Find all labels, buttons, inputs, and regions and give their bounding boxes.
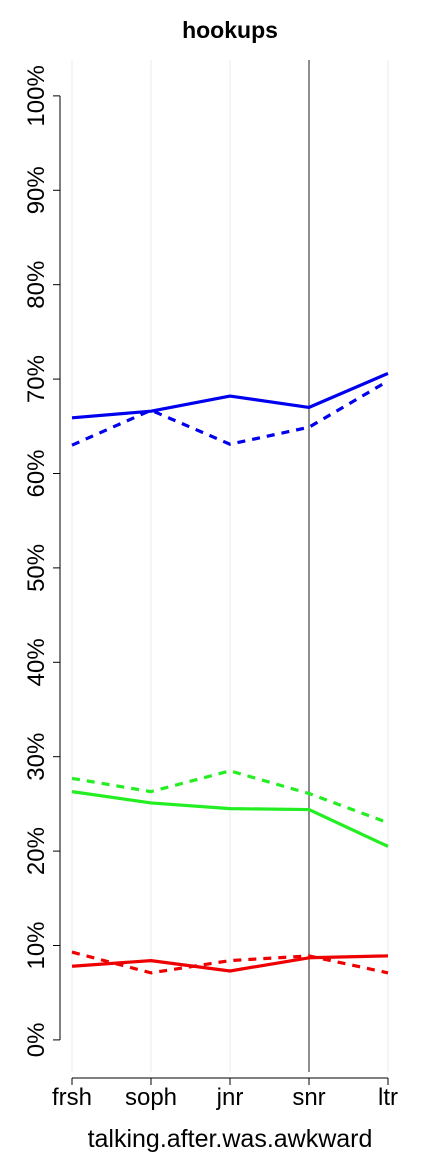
series-line [71,379,389,447]
y-tick-label: 40% [23,638,50,686]
x-tick-label: soph [125,1084,177,1111]
y-tick-label: 0% [23,1023,50,1058]
series-line [71,954,389,973]
y-tick-label: 10% [23,921,50,969]
x-tick-label: ltr [378,1084,398,1111]
y-tick-label: 90% [23,166,50,214]
y-tick-label: 60% [23,449,50,497]
y-tick-label: 70% [23,355,50,403]
chart-title: hookups [182,17,278,43]
series-line [71,371,389,420]
x-axis-label: talking.after.was.awkward [88,1125,373,1152]
y-tick-label: 50% [23,544,50,592]
y-tick-label: 30% [23,733,50,781]
y-tick-label: 100% [23,65,50,126]
series-line [71,790,389,848]
x-tick-label: snr [292,1084,325,1111]
series-line [71,769,389,825]
x-tick-label: jnr [216,1084,244,1111]
y-tick-label: 20% [23,827,50,875]
y-tick-label: 80% [23,261,50,309]
x-tick-label: frsh [52,1084,92,1111]
